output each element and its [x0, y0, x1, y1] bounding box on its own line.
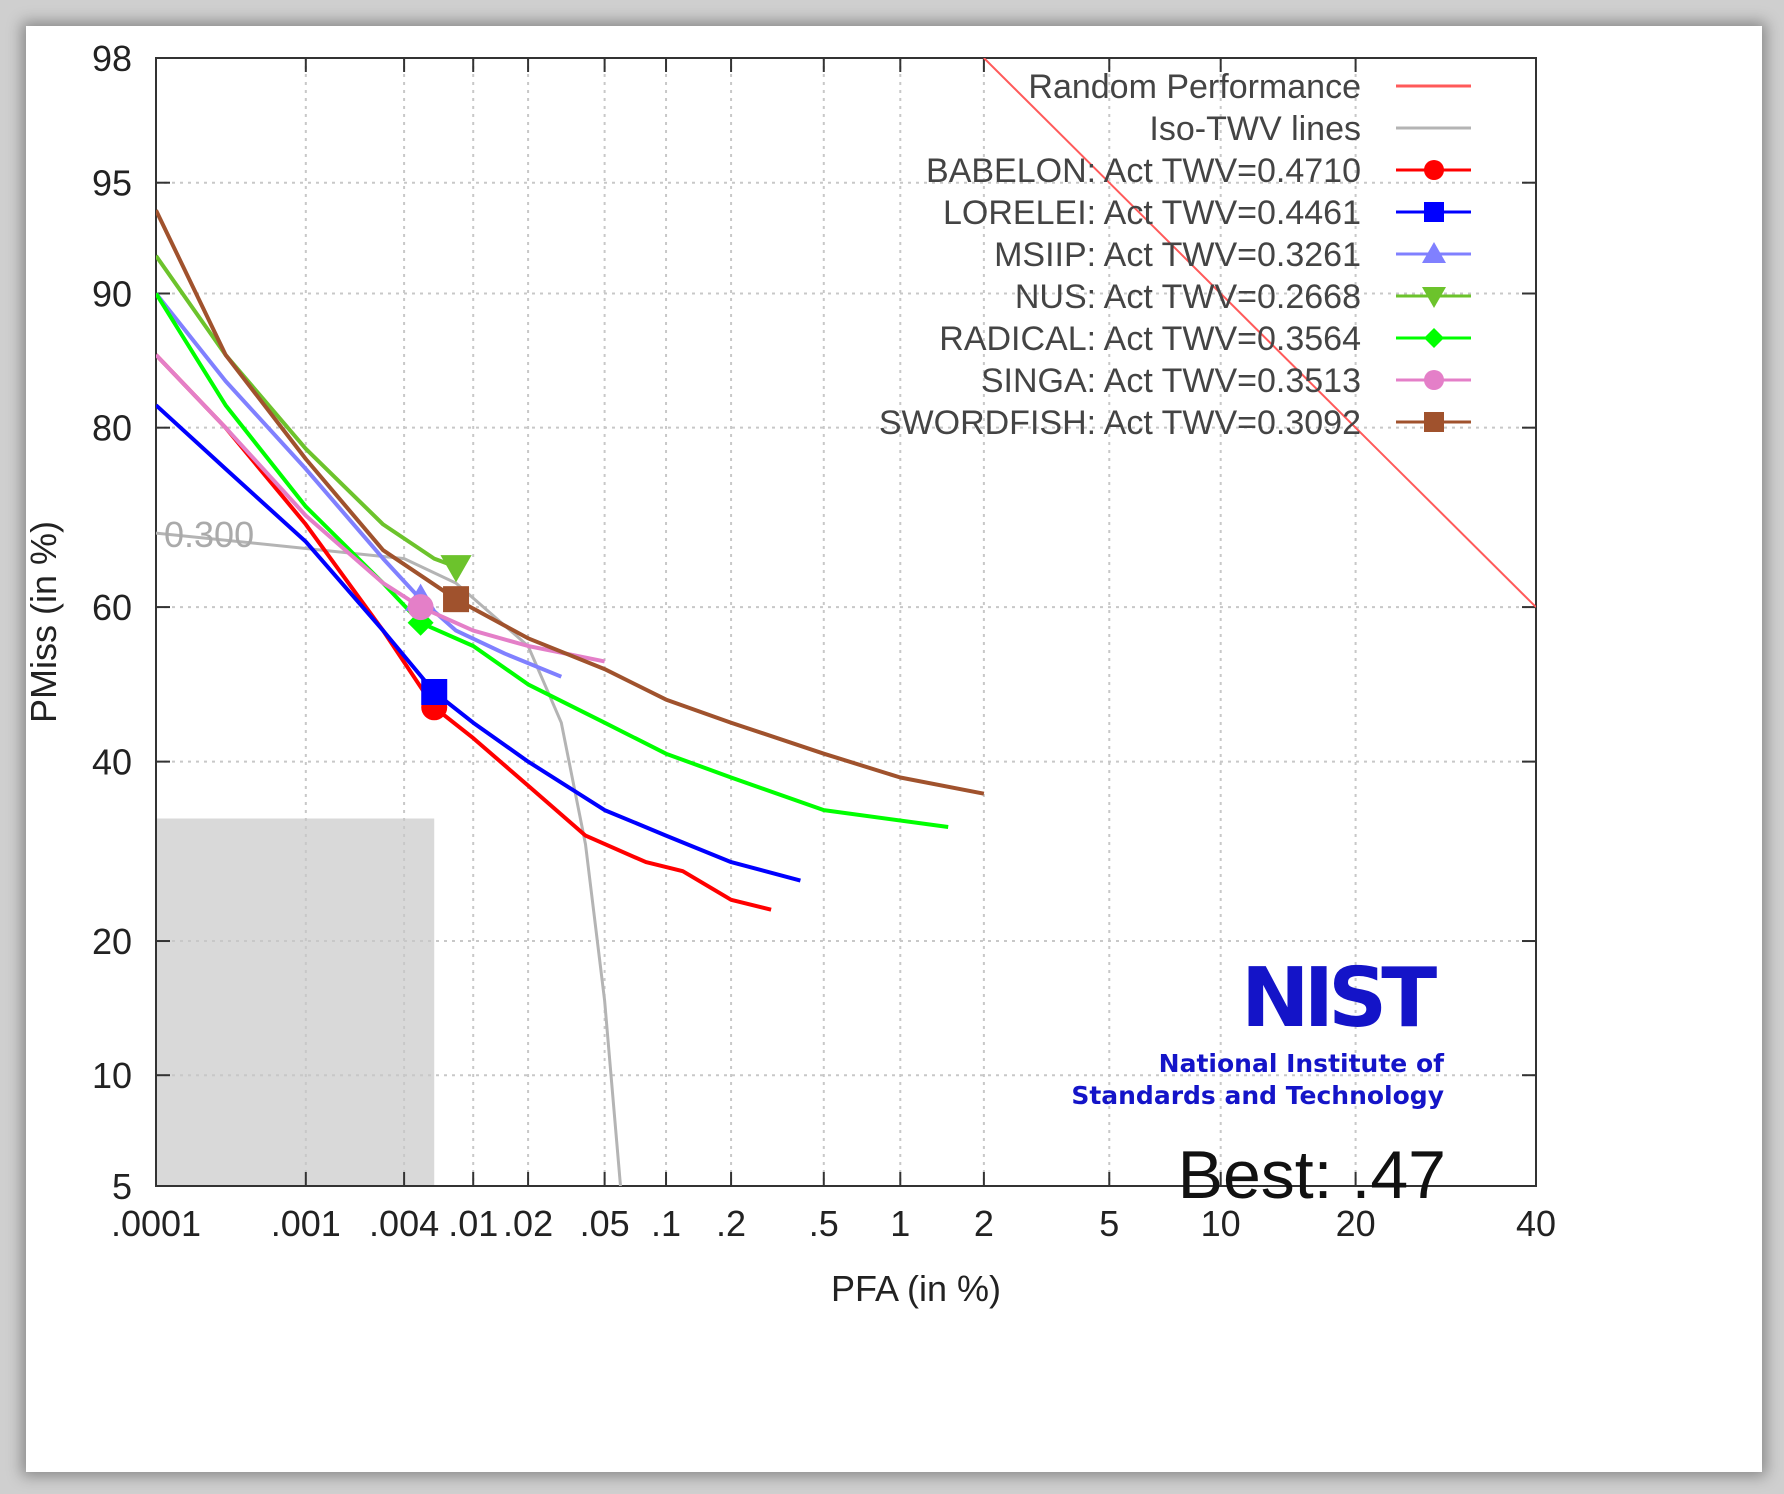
- legend-label: LORELEI: Act TWV=0.4461: [943, 194, 1361, 232]
- x-tick-label: .02: [503, 1203, 553, 1244]
- legend-swatch-marker: [1422, 242, 1446, 263]
- x-tick-label: .1: [651, 1203, 681, 1244]
- legend-label: SWORDFISH: Act TWV=0.3092: [879, 404, 1361, 442]
- x-tick-label: .004: [369, 1203, 439, 1244]
- y-tick-label: 90: [92, 274, 132, 315]
- plot-layer: [156, 58, 1536, 1186]
- best-annotation: Best: .47: [1178, 1137, 1446, 1213]
- y-tick-label: 95: [92, 163, 132, 204]
- x-tick-label: 10: [1201, 1203, 1241, 1244]
- series-act-marker-5: [407, 594, 434, 621]
- x-tick-label: .01: [448, 1203, 498, 1244]
- legend-swatch-marker: [1424, 202, 1444, 222]
- y-tick-label: 80: [92, 408, 132, 449]
- legend-label: BABELON: Act TWV=0.4710: [926, 152, 1361, 190]
- x-tick-label: .0001: [111, 1203, 201, 1244]
- random-performance-line: [983, 58, 1536, 608]
- series-line-1: [156, 403, 801, 883]
- legend-swatch-marker: [1424, 328, 1444, 348]
- series-act-marker-3: [440, 555, 472, 583]
- y-tick-label: 20: [92, 921, 132, 962]
- legend-swatch-marker: [1424, 412, 1444, 432]
- legend-label: MSIIP: Act TWV=0.3261: [994, 236, 1361, 274]
- y-axis-label: PMiss (in %): [26, 521, 64, 723]
- y-tick-label: 40: [92, 742, 132, 783]
- series-line-4: [156, 292, 949, 829]
- legend-swatch-marker: [1424, 160, 1444, 180]
- shaded-region: [156, 818, 435, 1186]
- x-tick-label: 20: [1336, 1203, 1376, 1244]
- x-axis-label: PFA (in %): [831, 1268, 1001, 1309]
- det-chart: .0001 .001 .004.01.02 .05 .1 .2 .5 1 2 5 10 20 40 5 10…: [26, 38, 1556, 1309]
- series-act-marker-1: [421, 678, 448, 705]
- nist-logo-line2: Standards and Technology: [1071, 1081, 1444, 1110]
- x-tick-label: 5: [1099, 1203, 1119, 1244]
- legend-label: Iso-TWV lines: [1149, 110, 1361, 148]
- y-tick-label: 5: [112, 1166, 132, 1207]
- chart-frame: .0001 .001 .004.01.02 .05 .1 .2 .5 1 2 5 10 20 40 5 10…: [26, 26, 1762, 1472]
- iso-twv-line: [156, 531, 622, 1186]
- x-tick-label: .001: [271, 1203, 341, 1244]
- legend-label: Random Performance: [1028, 68, 1361, 106]
- x-tick-label: .05: [580, 1203, 630, 1244]
- y-tick-label: 98: [92, 38, 132, 79]
- series-line-2: [156, 292, 563, 679]
- y-tick-label: 60: [92, 587, 132, 628]
- x-tick-label: 2: [974, 1203, 994, 1244]
- x-tick-label: .2: [716, 1203, 746, 1244]
- x-tick-label: .5: [809, 1203, 839, 1244]
- series-line-0: [156, 353, 772, 912]
- x-tick-label: 1: [890, 1203, 910, 1244]
- series-line-3: [156, 254, 457, 569]
- legend-label: NUS: Act TWV=0.2668: [1015, 278, 1361, 316]
- legend-label: SINGA: Act TWV=0.3513: [981, 362, 1361, 400]
- y-tick-label: 10: [92, 1055, 132, 1096]
- series-line-5: [156, 353, 605, 664]
- legend-swatch-marker: [1422, 287, 1446, 308]
- legend-swatch-marker: [1424, 370, 1444, 390]
- nist-logo-mark: NIST: [1241, 951, 1437, 1046]
- series-line-6: [156, 209, 985, 796]
- plot-border: [155, 57, 1537, 1187]
- x-tick-label: 40: [1516, 1203, 1556, 1244]
- series-act-marker-6: [443, 586, 470, 613]
- iso-twv-label: 0.300: [164, 514, 254, 555]
- nist-logo-line1: National Institute of: [1159, 1049, 1445, 1078]
- legend-label: RADICAL: Act TWV=0.3564: [939, 320, 1361, 358]
